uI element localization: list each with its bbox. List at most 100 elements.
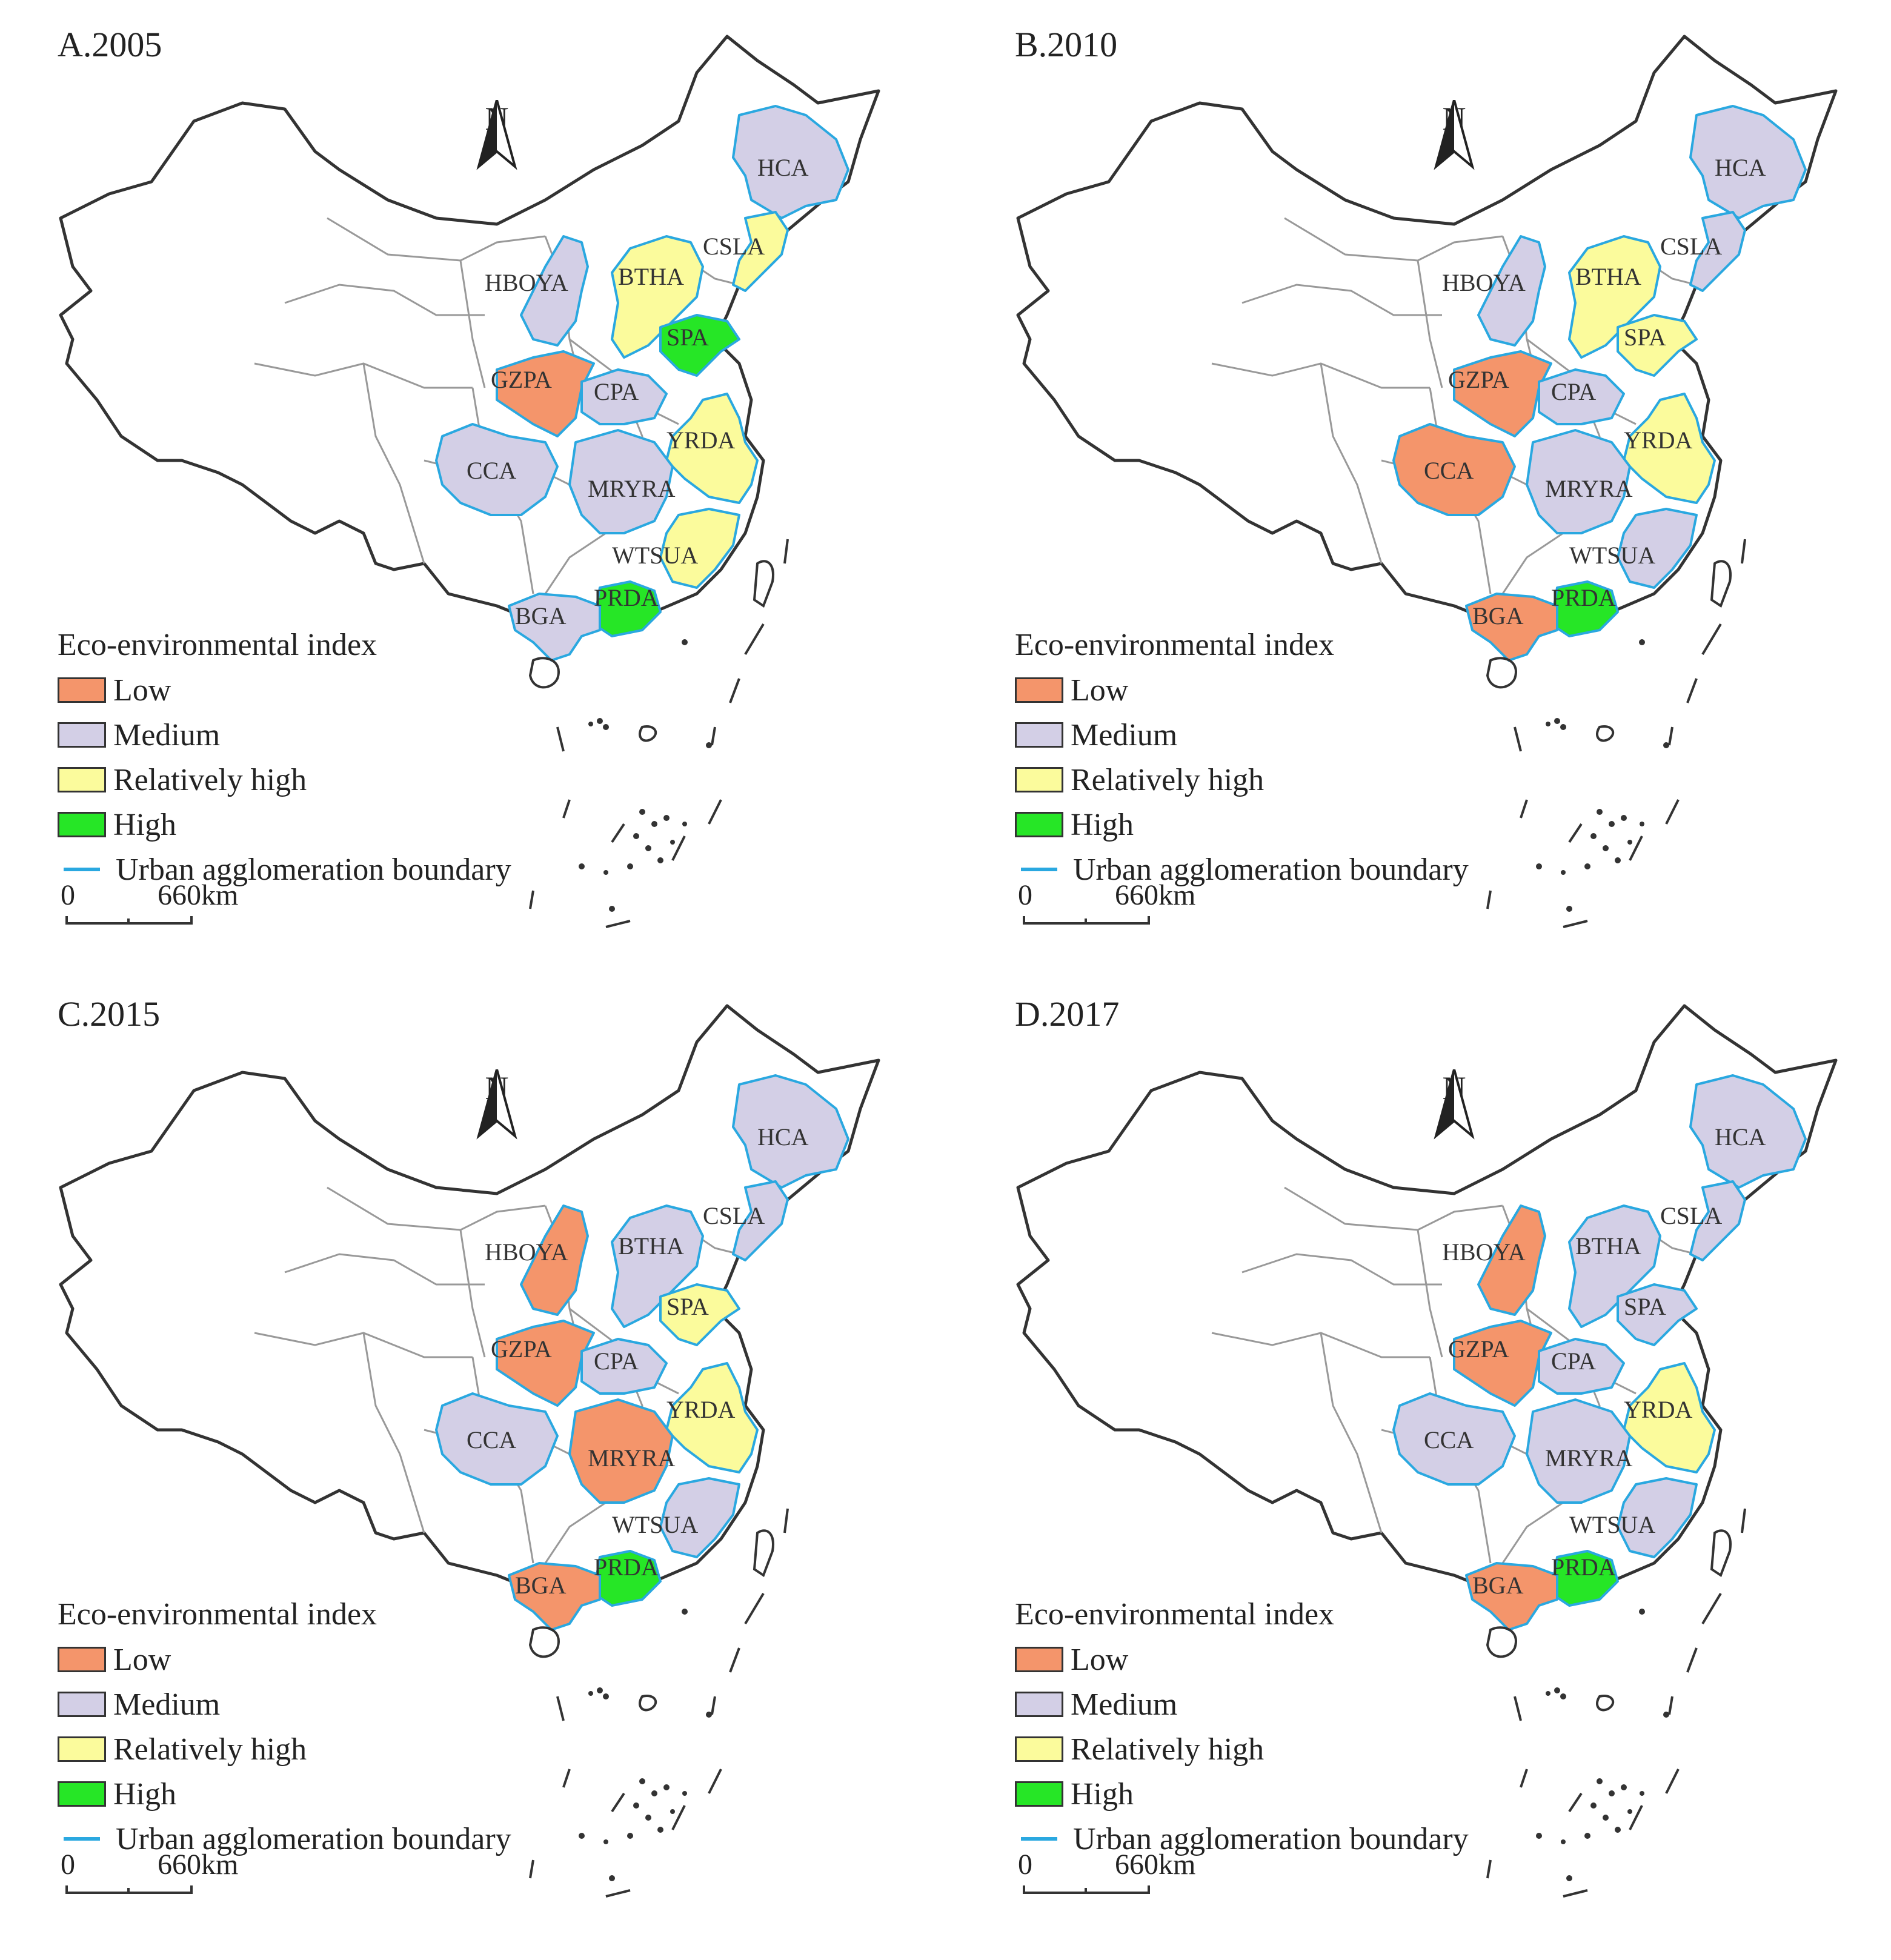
legend-label: High xyxy=(1071,807,1134,842)
scale-distance-label: 660km xyxy=(1115,1849,1196,1881)
region-label-wtsua: WTSUA xyxy=(1569,1511,1655,1538)
scale-bar-tick xyxy=(1085,1888,1087,1894)
legend-item-high: High xyxy=(58,1772,511,1816)
region-label-csla: CSLA xyxy=(1660,233,1722,260)
region-label-btha: BTHA xyxy=(618,1232,684,1260)
legend-item-boundary: Urban agglomeration boundary xyxy=(1015,1816,1469,1861)
north-arrow: N xyxy=(1430,1069,1478,1140)
north-arrow: N xyxy=(473,100,521,170)
north-arrow-icon xyxy=(476,1069,517,1140)
islands xyxy=(528,539,789,928)
legend-item-medium: Medium xyxy=(1015,1682,1469,1727)
island-dots xyxy=(579,639,712,912)
region-mryra xyxy=(568,1398,674,1504)
region-label-yrda: YRDA xyxy=(666,1396,735,1423)
region-cca xyxy=(435,1392,559,1486)
panel-title: B.2010 xyxy=(1015,25,1118,64)
scale-bar: 0 660km xyxy=(61,1848,238,1896)
region-gzpa xyxy=(496,1320,595,1407)
map-panel: HCA CSLA BTHA HBOYA SPA GZPA CPA YRDA CC… xyxy=(957,969,1891,1949)
region-bga xyxy=(1465,1562,1558,1631)
legend-swatch xyxy=(1015,1647,1063,1672)
legend-item-high: High xyxy=(1015,1772,1469,1816)
legend-item-relatively-high: Relatively high xyxy=(58,1727,511,1772)
legend-label: High xyxy=(1071,1776,1134,1812)
country-outline xyxy=(59,35,880,638)
scale-distance-label: 660km xyxy=(158,1849,239,1881)
region-spa xyxy=(1617,314,1698,377)
north-arrow-icon xyxy=(1434,1069,1475,1140)
legend-label: Relatively high xyxy=(1071,762,1265,797)
legend-item-low: Low xyxy=(58,668,511,713)
region-label-mryra: MRYRA xyxy=(1545,475,1633,502)
legend-item-high: High xyxy=(1015,802,1469,847)
region-label-bga: BGA xyxy=(515,602,567,630)
region-bga xyxy=(1465,593,1558,662)
region-label-hca: HCA xyxy=(757,1123,809,1151)
map-panel: HCA CSLA BTHA HBOYA SPA GZPA CPA YRDA CC… xyxy=(0,969,945,1949)
legend: Eco-environmental index Low Medium Relat… xyxy=(58,627,511,892)
map-panel: HCA CSLA BTHA HBOYA SPA GZPA CPA YRDA CC… xyxy=(957,0,1891,980)
region-label-cpa: CPA xyxy=(1551,1347,1596,1375)
scale-bar-tick xyxy=(127,919,130,925)
boundary-line-swatch xyxy=(64,1837,100,1841)
legend-label: Low xyxy=(1071,673,1129,708)
region-label-spa: SPA xyxy=(1624,324,1666,351)
region-cpa xyxy=(1538,1338,1625,1395)
china-map: HCA CSLA BTHA HBOYA SPA GZPA CPA YRDA CC… xyxy=(59,35,880,928)
region-label-wtsua: WTSUA xyxy=(612,542,698,569)
region-label-hca: HCA xyxy=(757,154,809,181)
legend-item-medium: Medium xyxy=(1015,713,1469,757)
region-hca xyxy=(732,1074,849,1189)
region-label-hboya: HBOYA xyxy=(485,1238,568,1266)
china-map: HCA CSLA BTHA HBOYA SPA GZPA CPA YRDA CC… xyxy=(1016,35,1838,928)
legend-item-boundary: Urban agglomeration boundary xyxy=(58,847,511,892)
legend-item-relatively-high: Relatively high xyxy=(1015,757,1469,802)
islands xyxy=(1486,1508,1746,1898)
region-csla xyxy=(732,1180,789,1261)
region-hca xyxy=(1689,105,1807,219)
boundary-line-swatch xyxy=(64,868,100,871)
region-hboya xyxy=(520,1204,589,1316)
legend-swatch xyxy=(1015,1781,1063,1807)
legend-label: High xyxy=(113,807,176,842)
region-label-cpa: CPA xyxy=(1551,378,1596,405)
region-label-wtsua: WTSUA xyxy=(612,1511,698,1538)
region-spa xyxy=(659,1283,740,1346)
islands xyxy=(528,1508,789,1898)
region-label-gzpa: GZPA xyxy=(1448,366,1509,393)
legend: Eco-environmental index Low Medium Relat… xyxy=(58,1596,511,1861)
china-map: HCA CSLA BTHA HBOYA SPA GZPA CPA YRDA CC… xyxy=(59,1004,880,1898)
legend: Eco-environmental index Low Medium Relat… xyxy=(1015,1596,1469,1861)
panel-title: A.2005 xyxy=(58,25,162,64)
agglomeration-regions xyxy=(1392,1074,1807,1631)
legend-item-low: Low xyxy=(1015,668,1469,713)
country-outline xyxy=(59,1004,880,1607)
legend-item-relatively-high: Relatively high xyxy=(1015,1727,1469,1772)
region-hboya xyxy=(520,235,589,347)
scale-zero-label: 0 xyxy=(1018,879,1032,911)
legend-item-boundary: Urban agglomeration boundary xyxy=(1015,847,1469,892)
region-label-cca: CCA xyxy=(467,1426,516,1453)
region-spa xyxy=(659,314,740,377)
legend-swatch xyxy=(58,722,106,748)
legend-item-boundary: Urban agglomeration boundary xyxy=(58,1816,511,1861)
scale-zero-label: 0 xyxy=(61,879,75,911)
legend-swatch xyxy=(58,812,106,837)
north-arrow: N xyxy=(473,1069,521,1140)
country-outline xyxy=(1016,1004,1838,1607)
legend-item-relatively-high: Relatively high xyxy=(58,757,511,802)
region-labels: HCA CSLA BTHA HBOYA SPA GZPA CPA YRDA CC… xyxy=(1424,154,1766,630)
scale-bar: 0 660km xyxy=(61,879,238,927)
region-label-cpa: CPA xyxy=(594,378,639,405)
map-panel: HCA CSLA BTHA HBOYA SPA GZPA CPA YRDA CC… xyxy=(0,0,945,980)
legend-swatch xyxy=(58,1736,106,1762)
region-cpa xyxy=(580,368,668,425)
legend-label: Urban agglomeration boundary xyxy=(1073,1821,1469,1856)
region-label-prda: PRDA xyxy=(594,584,659,611)
region-label-cpa: CPA xyxy=(594,1347,639,1375)
scale-bar-tick xyxy=(1085,919,1087,925)
legend-label: Low xyxy=(113,1642,171,1677)
region-yrda xyxy=(665,1362,759,1473)
legend-swatch xyxy=(1015,812,1063,837)
